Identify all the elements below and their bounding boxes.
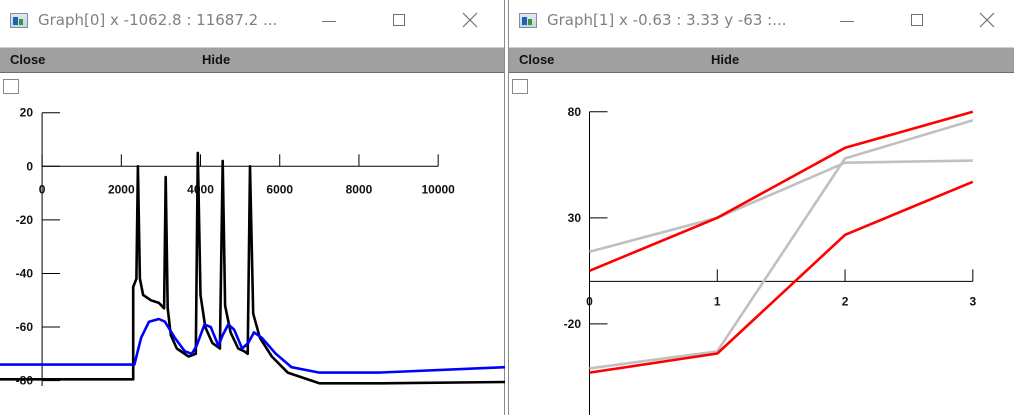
graph-checkbox[interactable]	[3, 79, 19, 94]
series-line-1	[589, 119, 974, 370]
x-tick-label: 0	[39, 182, 46, 196]
series-line-3	[589, 180, 974, 374]
series-line-0	[589, 159, 973, 253]
line-plot[interactable]: 0 1 2 3 80 30 -20	[509, 0, 1014, 415]
x-tick-label: 0	[586, 294, 593, 308]
title-bar[interactable]: Graph[0] x -1062.8 : 11687.2 ...	[0, 0, 504, 44]
minimize-icon[interactable]	[825, 6, 869, 36]
series-line-2	[589, 110, 974, 273]
voltage-trace-plot[interactable]: 0 2000 4000 6000 8000 10000 20 0 -20 -40 -60 -80	[0, 0, 505, 415]
x-tick-label: 6000	[266, 182, 293, 196]
x-tick-label: 3	[969, 294, 976, 308]
window-title: Graph[0] x -1062.8 : 11687.2 ...	[38, 11, 278, 29]
maximize-icon[interactable]	[377, 6, 421, 36]
app-icon	[519, 13, 537, 28]
x-tick-label: 10000	[421, 182, 455, 196]
graph-window-1: Graph[1] x -0.63 : 3.33 y -63 :... Close…	[508, 0, 1014, 415]
y-tick-label: 30	[568, 211, 582, 225]
x-tick-label: 4000	[187, 182, 214, 196]
y-tick-label: -60	[16, 320, 34, 334]
x-tick-label: 1	[714, 294, 721, 308]
minimize-icon[interactable]	[307, 6, 351, 36]
graph-menubar: Close Hide	[509, 47, 1014, 73]
x-tick-label: 8000	[346, 182, 373, 196]
graph-window-0: Graph[0] x -1062.8 : 11687.2 ... Close H…	[0, 0, 505, 415]
series-line-1	[0, 317, 505, 374]
hide-button[interactable]: Hide	[711, 52, 740, 67]
close-icon[interactable]	[448, 6, 492, 36]
close-button[interactable]: Close	[519, 52, 555, 67]
y-tick-label: -20	[564, 317, 582, 331]
y-tick-label: -20	[16, 213, 34, 227]
y-tick-label: -40	[16, 266, 34, 280]
title-bar[interactable]: Graph[1] x -0.63 : 3.33 y -63 :...	[509, 0, 1014, 44]
close-button[interactable]: Close	[10, 52, 46, 67]
y-tick-label: 20	[20, 106, 34, 120]
window-title: Graph[1] x -0.63 : 3.33 y -63 :...	[547, 11, 787, 29]
close-icon[interactable]	[965, 6, 1009, 36]
graph-checkbox[interactable]	[512, 79, 528, 94]
maximize-icon[interactable]	[895, 6, 939, 36]
series-line-0	[0, 151, 505, 385]
app-icon	[10, 13, 28, 28]
hide-button[interactable]: Hide	[202, 52, 231, 67]
graph-menubar: Close Hide	[0, 47, 504, 73]
y-tick-label: -80	[16, 374, 34, 388]
y-tick-label: 0	[26, 159, 33, 173]
x-tick-label: 2	[842, 294, 849, 308]
x-tick-label: 2000	[108, 182, 135, 196]
y-tick-label: 80	[568, 105, 582, 119]
